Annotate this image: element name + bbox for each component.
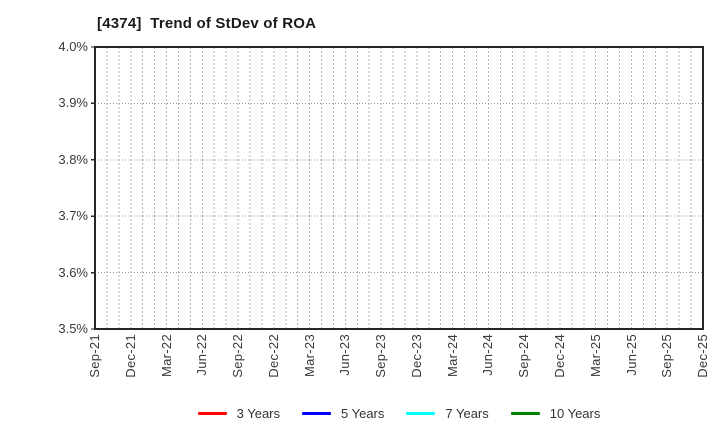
y-tick-label: 3.5% bbox=[58, 321, 88, 336]
y-tick-label: 3.6% bbox=[58, 264, 88, 280]
x-tick-label: Sep-23 bbox=[373, 334, 389, 378]
x-tick-label: Dec-25 bbox=[695, 334, 710, 378]
legend-label: 5 Years bbox=[341, 405, 385, 421]
legend-label: 7 Years bbox=[445, 405, 489, 421]
legend-item-7-years: 7 Years bbox=[406, 405, 489, 421]
x-tick-label: Sep-24 bbox=[516, 334, 532, 378]
x-tick-label: Dec-23 bbox=[408, 334, 424, 378]
x-tick-label: Dec-21 bbox=[122, 334, 138, 378]
chart-title: [4374] Trend of StDev of ROA bbox=[97, 15, 317, 32]
x-tick-label: Jun-25 bbox=[623, 334, 639, 376]
x-tick-label: Sep-22 bbox=[230, 334, 246, 378]
x-tick-label: Jun-24 bbox=[480, 334, 496, 376]
legend-line-5-years bbox=[302, 411, 331, 415]
x-tick-label: Mar-23 bbox=[301, 334, 317, 377]
x-tick-label: Mar-24 bbox=[444, 334, 460, 377]
y-tick-label: 3.9% bbox=[58, 95, 88, 111]
x-tick-label: Jun-22 bbox=[194, 334, 210, 376]
legend-line-7-years bbox=[406, 411, 436, 415]
legend-label: 10 Years bbox=[549, 405, 601, 421]
x-tick-label: Mar-22 bbox=[158, 334, 174, 377]
x-tick-label: Sep-25 bbox=[659, 334, 675, 378]
legend-label: 3 Years bbox=[236, 405, 280, 421]
x-tick-label: Jun-23 bbox=[337, 334, 353, 376]
legend-line-10-years bbox=[510, 411, 540, 415]
x-tick-label: Mar-25 bbox=[587, 334, 603, 377]
legend-item-5-years: 5 Years bbox=[302, 406, 384, 421]
legend: 3 Years 5 Years 7 Years 10 Years bbox=[95, 402, 703, 424]
x-tick-label: Dec-22 bbox=[265, 334, 281, 378]
legend-item-10-years: 10 Years bbox=[510, 405, 601, 421]
y-tick-label: 4.0% bbox=[58, 39, 88, 54]
x-tick-label: Sep-21 bbox=[87, 334, 102, 378]
y-tick-label: 3.7% bbox=[58, 208, 88, 224]
x-tick-label: Dec-24 bbox=[551, 334, 567, 378]
y-tick-label: 3.8% bbox=[58, 151, 88, 167]
legend-item-3-years: 3 Years bbox=[197, 405, 280, 421]
legend-line-3-years bbox=[197, 411, 227, 415]
